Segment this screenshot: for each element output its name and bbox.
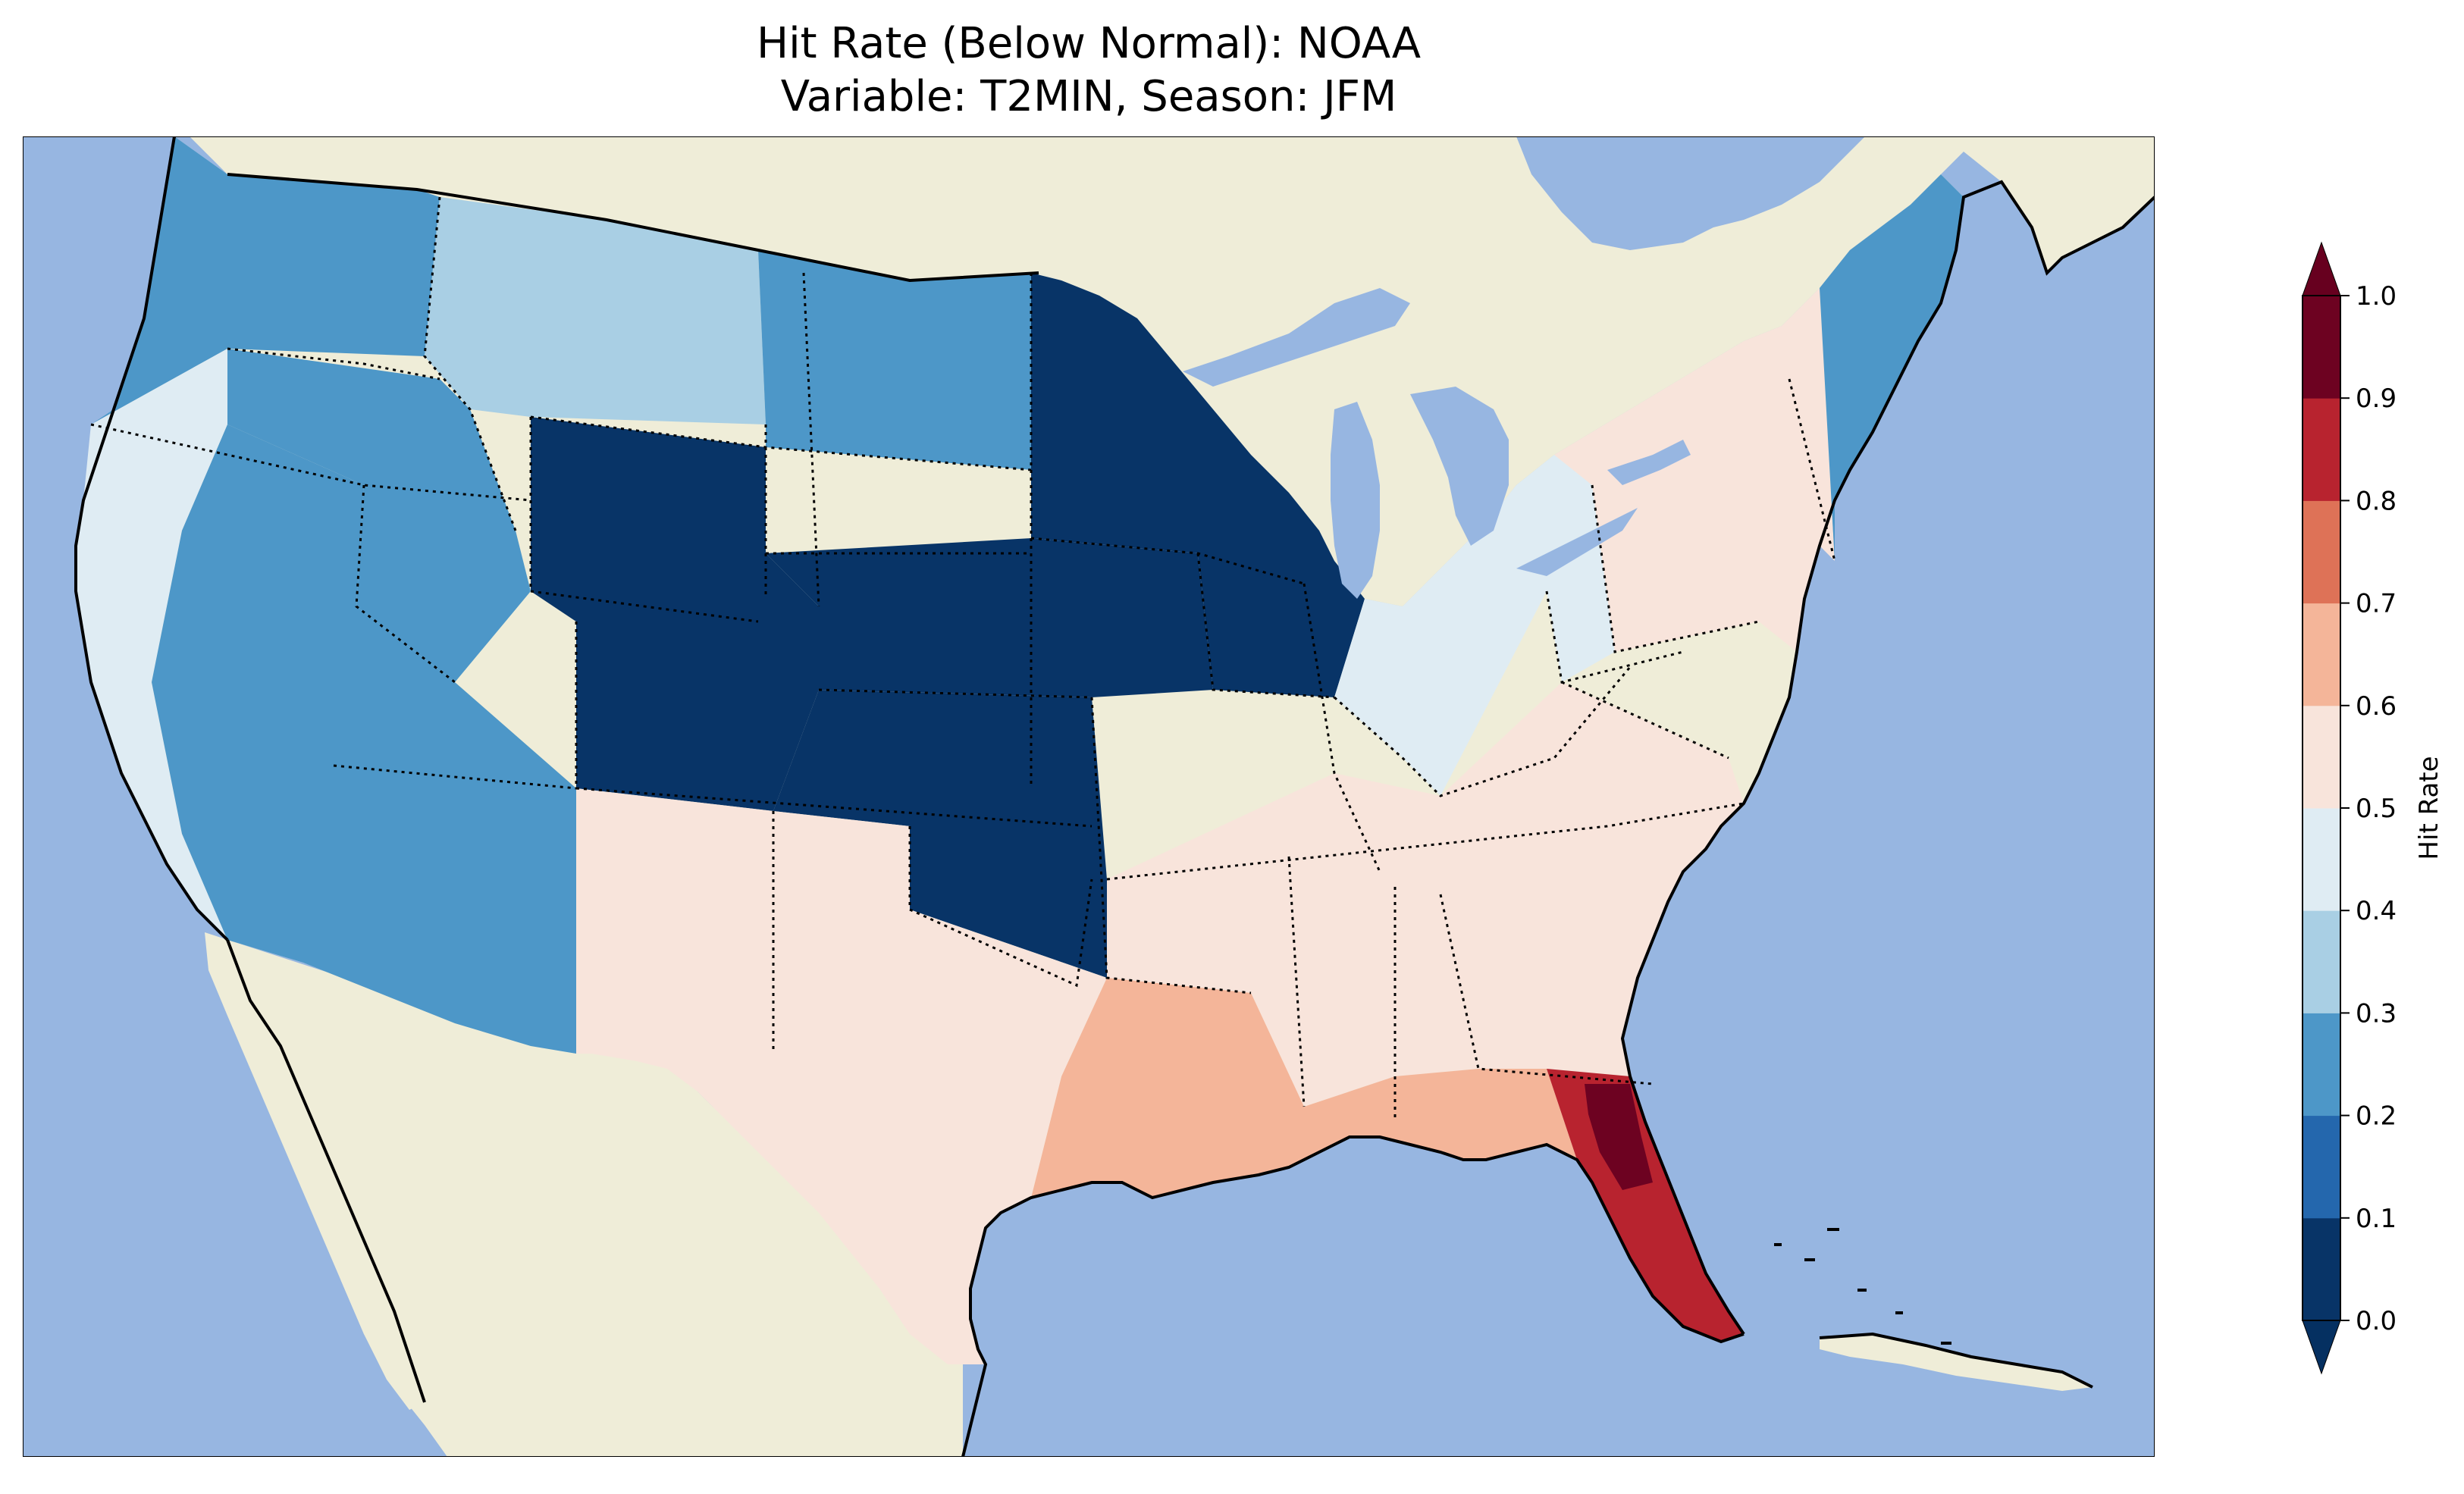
heatmap-region-central-plains [766, 538, 1213, 697]
lake-erie [1516, 508, 1638, 576]
lake-huron [1410, 387, 1509, 546]
heatmap-region-central-florida [1585, 1084, 1653, 1190]
great-lakes [1183, 288, 1691, 599]
colorbar-tick-label: 0.3 [2356, 998, 2397, 1029]
heatmap-region-northern-rockies [425, 197, 766, 424]
colorbar: 0.0 0.1 0.2 0.3 0.4 0.5 0.6 0.7 0.8 0.9 1.0 Hit Ra… [2302, 241, 2444, 1375]
lake-ontario [1607, 440, 1691, 485]
lake-superior [1183, 288, 1410, 387]
colorbar-bin-9 [2303, 296, 2340, 399]
us-canada-border [227, 173, 1039, 283]
colorbar-bin-4 [2303, 808, 2340, 911]
heatmap-region-ohio-valley [1334, 455, 1615, 796]
colorbar-tick-label: 0.4 [2356, 896, 2397, 926]
heatmap-region-southwest [152, 424, 576, 1054]
colorbar-extend-top [2302, 241, 2341, 296]
gulf-coast [961, 1135, 1745, 1457]
colorbar-tick-label: 1.0 [2356, 281, 2397, 312]
heatmap-region-gulf-coast [1031, 978, 1577, 1198]
heatmap-region-great-basin [227, 349, 531, 682]
heatmap-region-south-texas [576, 788, 1107, 1364]
colorbar-tick-label: 0.1 [2356, 1204, 2397, 1234]
chart-title-line-1: Hit Rate (Below Normal): NOAA [757, 19, 1421, 68]
colorbar-extend-bottom [2302, 1320, 2341, 1375]
pacific-coast [74, 136, 229, 941]
colorbar-bin-1 [2303, 1115, 2340, 1219]
colorbar-tick-label: 0.6 [2356, 691, 2397, 722]
colorbar-bin-6 [2303, 603, 2340, 706]
baja-peninsula [205, 932, 425, 1410]
cuba-island [1820, 1334, 2093, 1391]
colorbar-bin-7 [2303, 500, 2340, 604]
colorbar-bin-0 [2303, 1217, 2340, 1321]
heatmap-region-northern-plains [758, 250, 1039, 470]
heatmap-region-southern-plains [773, 690, 1107, 978]
colorbar-tick-label: 0.2 [2356, 1101, 2397, 1132]
map-area [23, 136, 2155, 1457]
coastlines [74, 136, 2155, 1457]
heatmap-region-maine [1820, 174, 1964, 561]
heatmap-region-upper-midwest [1031, 273, 1365, 697]
heatmap-region-pacific-northwest [91, 136, 440, 424]
colorbar-bin-3 [2303, 910, 2340, 1013]
hit-rate-heatmap [76, 136, 1964, 1364]
colorbar-tick-label: 0.5 [2356, 794, 2397, 824]
canada-land [190, 136, 2155, 606]
heatmap-region-southeast [1107, 682, 1744, 1107]
colorbar-tick-label: 0.8 [2356, 486, 2397, 516]
state-borders [90, 196, 1836, 1122]
heatmap-region-california [76, 349, 227, 940]
baja-coast [226, 939, 426, 1403]
lake-michigan [1331, 402, 1380, 599]
cuba-coast [1819, 1332, 2093, 1389]
colorbar-bin-5 [2303, 705, 2340, 809]
chart-title-line-2: Variable: T2MIN, Season: JFM [781, 72, 1397, 121]
heatmap-region-central-rockies-colorado [531, 417, 819, 811]
atlantic-coast [1620, 180, 2155, 1336]
heatmap-region-northeast [1554, 288, 1835, 652]
colorbar-tick-label: 0.0 [2356, 1306, 2397, 1336]
bahamas-islands [1774, 1228, 1951, 1345]
colorbar-bin-2 [2303, 1013, 2340, 1117]
colorbar-bin-8 [2303, 398, 2340, 501]
colorbar-tick-label: 0.7 [2356, 589, 2397, 619]
colorbar-tick-label: 0.9 [2356, 384, 2397, 414]
colorbar-label: Hit Rate [2414, 756, 2444, 860]
